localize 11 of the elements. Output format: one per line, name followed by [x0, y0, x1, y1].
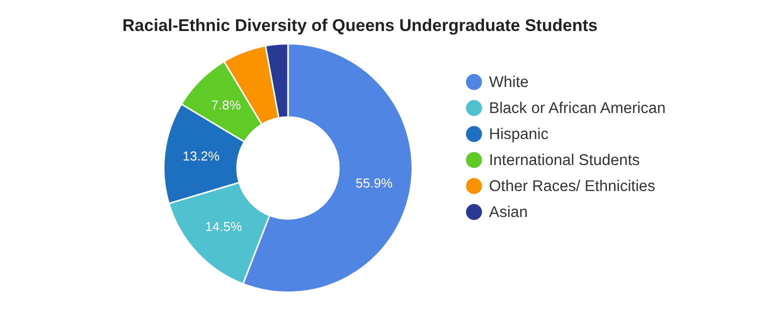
data-label: 7.8% — [211, 98, 242, 113]
legend-label: Hispanic — [489, 125, 548, 145]
legend-label: Other Races/ Ethnicities — [489, 177, 656, 197]
legend-label: Black or African American — [489, 99, 666, 119]
data-label: 13.2% — [182, 148, 220, 164]
data-label: 14.5% — [205, 218, 242, 234]
legend-label: White — [489, 73, 529, 93]
legend-label: Asian — [489, 203, 528, 223]
chart-title: Racial-Ethnic Diversity of Queens Undergraduate Students — [121, 16, 599, 36]
legend-label: International Students — [489, 151, 640, 171]
data-label: 55.9% — [356, 176, 393, 191]
